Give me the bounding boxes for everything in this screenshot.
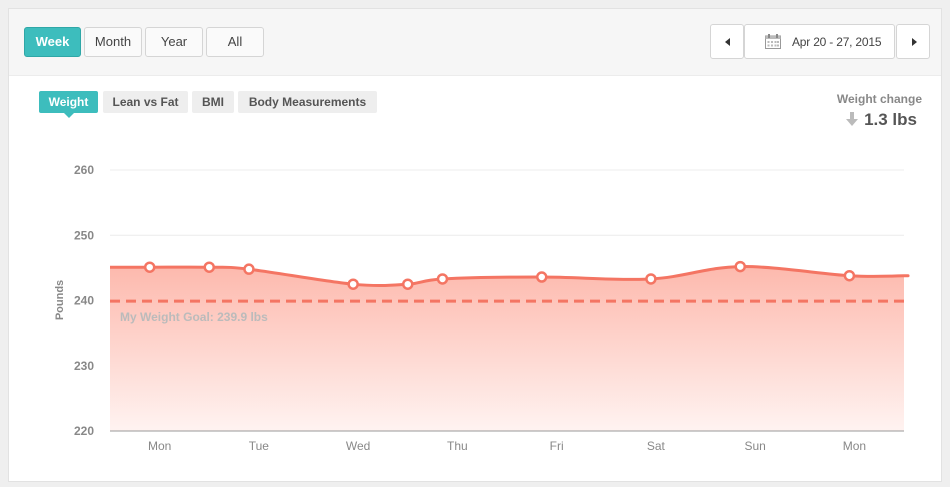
- y-tick-label: 250: [74, 228, 94, 242]
- range-month-button[interactable]: Month: [84, 27, 142, 57]
- range-year-button[interactable]: Year: [145, 27, 203, 57]
- x-tick-label: Fri: [550, 439, 564, 453]
- arrow-down-icon: [846, 111, 859, 126]
- weight-data-point[interactable]: [143, 261, 156, 273]
- toolbar: Week Month Year All Apr 20 - 27, 2015: [9, 9, 941, 76]
- weight-data-point[interactable]: [203, 261, 215, 273]
- x-tick-label: Sat: [647, 439, 666, 453]
- tab-lean-vs-fat[interactable]: Lean vs Fat: [103, 91, 188, 113]
- date-range-picker[interactable]: Apr 20 - 27, 2015: [744, 24, 895, 59]
- tab-weight[interactable]: Weight: [39, 91, 98, 118]
- chevron-left-icon: [725, 38, 730, 46]
- weight-data-point[interactable]: [843, 269, 856, 282]
- weight-data-point[interactable]: [436, 273, 449, 285]
- weight-change-label: Weight change: [836, 92, 922, 106]
- y-tick-label: 220: [74, 424, 94, 438]
- x-tick-label: Wed: [346, 439, 370, 453]
- tab-bmi[interactable]: BMI: [192, 91, 234, 113]
- range-all-button[interactable]: All: [206, 27, 264, 57]
- goal-label: My Weight Goal: 239.9 lbs: [120, 310, 268, 324]
- weight-change-value: 1.3 lbs: [846, 110, 917, 130]
- weight-area-fill: [110, 266, 909, 431]
- y-tick-label: 230: [74, 359, 94, 373]
- weight-data-point[interactable]: [734, 260, 746, 273]
- previous-week-button[interactable]: [710, 24, 744, 59]
- x-tick-label: Mon: [148, 439, 171, 453]
- weight-data-point[interactable]: [402, 278, 414, 290]
- weight-data-point[interactable]: [243, 263, 255, 275]
- weight-data-point[interactable]: [347, 278, 359, 290]
- x-tick-label: Sun: [744, 439, 765, 453]
- x-tick-label: Mon: [843, 439, 866, 453]
- weight-data-point[interactable]: [645, 273, 657, 285]
- next-week-button[interactable]: [896, 24, 930, 59]
- chevron-right-icon: [912, 38, 917, 46]
- weight-line: [110, 265, 910, 288]
- date-range-label: Apr 20 - 27, 2015: [792, 35, 882, 49]
- range-week-button[interactable]: Week: [24, 27, 81, 57]
- y-tick-label: 240: [74, 294, 94, 308]
- tab-body-measurements[interactable]: Body Measurements: [238, 91, 377, 113]
- y-axis-label: Pounds: [54, 280, 66, 320]
- calendar-icon: [765, 34, 781, 49]
- x-tick-label: Tue: [249, 439, 270, 453]
- x-tick-label: Thu: [447, 439, 468, 453]
- y-tick-label: 260: [74, 163, 94, 177]
- weight-change-amount: 1.3 lbs: [864, 110, 917, 129]
- weight-data-point[interactable]: [535, 271, 548, 283]
